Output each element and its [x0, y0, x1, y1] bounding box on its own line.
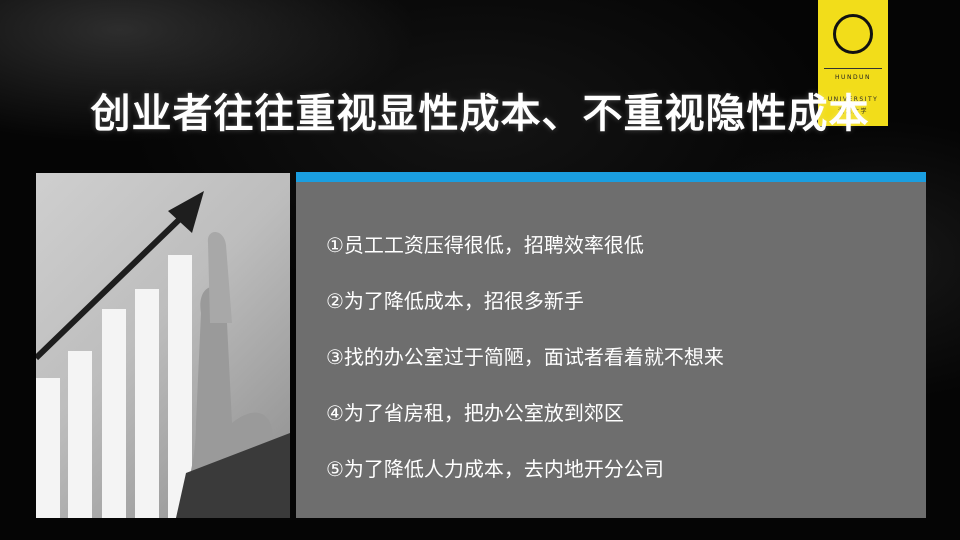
- growth-chart-illustration: [36, 191, 290, 518]
- cost-list: ①员工工资压得很低，招聘效率很低 ②为了降低成本，招很多新手 ③找的办公室过于简…: [326, 230, 724, 510]
- list-item: ④为了省房租，把办公室放到郊区: [326, 401, 624, 425]
- photo-sleeve: [176, 433, 290, 518]
- photo-bar-1: [36, 378, 60, 518]
- list-item: ①员工工资压得很低，招聘效率很低: [326, 233, 644, 257]
- photo-arrow-head: [168, 191, 204, 233]
- content-panel: ①员工工资压得很低，招聘效率很低 ②为了降低成本，招很多新手 ③找的办公室过于简…: [296, 172, 926, 518]
- list-item: ⑤为了降低人力成本，去内地开分公司: [326, 457, 664, 481]
- logo-circle-icon: [833, 14, 873, 54]
- photo-bar-2: [68, 351, 92, 518]
- growth-chart-photo: [36, 173, 290, 518]
- logo-divider: [824, 68, 882, 69]
- hundun-logo: HUNDUN UNIVERSITY 混沌大学: [818, 0, 888, 126]
- photo-bar-4: [135, 289, 159, 518]
- logo-name-line3: 混沌大学: [837, 108, 868, 115]
- logo-name-line2: UNIVERSITY: [827, 96, 879, 103]
- slide-title: 创业者往往重视显性成本、不重视隐性成本: [90, 91, 870, 137]
- photo-finger: [207, 231, 232, 323]
- panel-accent-bar: [296, 172, 926, 182]
- logo-name-line1: HUNDUN: [835, 74, 871, 81]
- photo-arrow-line: [36, 210, 189, 361]
- list-item: ②为了降低成本，招很多新手: [326, 289, 584, 313]
- photo-bar-3: [102, 309, 126, 518]
- list-item: ③找的办公室过于简陋，面试者看着就不想来: [326, 345, 724, 369]
